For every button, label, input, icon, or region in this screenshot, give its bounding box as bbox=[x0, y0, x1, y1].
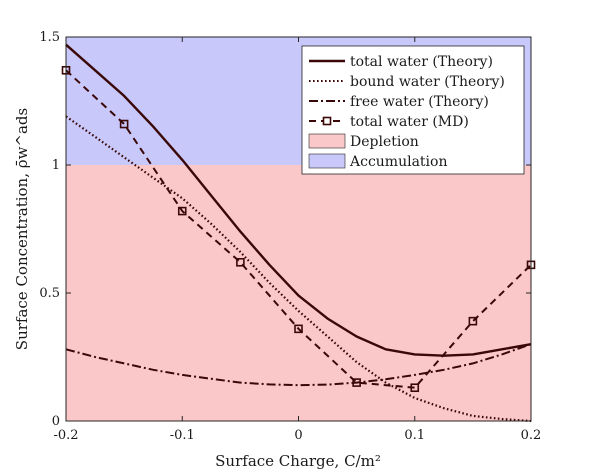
series-line-free-water-theory bbox=[65, 343, 532, 387]
y-axis-label: Surface Concentration, ρ̄w^ads bbox=[13, 108, 31, 350]
x-tick-label: 0 bbox=[294, 428, 302, 443]
legend-label: free water (Theory) bbox=[350, 94, 489, 110]
md-markers bbox=[61, 65, 536, 393]
legend-label: bound water (Theory) bbox=[350, 74, 505, 90]
md-marker-point bbox=[119, 119, 129, 129]
series-line-total-water-theory bbox=[65, 43, 532, 357]
legend-marker bbox=[322, 116, 332, 126]
legend-label: total water (MD) bbox=[350, 114, 469, 130]
legend-label: Depletion bbox=[350, 134, 419, 150]
legend-label: Accumulation bbox=[349, 154, 447, 170]
legend-box bbox=[301, 45, 525, 175]
region-depletion bbox=[66, 165, 531, 421]
legend-label: total water (Theory) bbox=[350, 54, 493, 70]
series-line-bound-water-theory bbox=[65, 115, 532, 423]
series-lines bbox=[65, 43, 532, 423]
series-line-total-water-md bbox=[65, 69, 532, 389]
md-marker-point bbox=[236, 257, 245, 267]
md-marker-point bbox=[177, 206, 187, 216]
y-tick-label: 0 bbox=[52, 414, 60, 429]
md-marker-point bbox=[410, 383, 420, 393]
x-axis-ticks: -0.2 -0.1 0 0.1 0.2 bbox=[53, 37, 541, 443]
legend-swatch-depletion bbox=[308, 133, 346, 149]
md-marker-point bbox=[468, 316, 478, 326]
x-tick-label: -0.1 bbox=[170, 428, 195, 443]
x-tick-label: 0.1 bbox=[404, 428, 425, 443]
x-tick-label: 0.2 bbox=[521, 428, 542, 443]
y-tick-label: 0.5 bbox=[39, 286, 60, 301]
y-axis-ticks: 0 0.5 1 1.5 bbox=[39, 30, 531, 429]
y-tick-label: 1 bbox=[52, 158, 60, 173]
x-tick-label: -0.2 bbox=[53, 428, 78, 443]
y-tick-label: 1.5 bbox=[39, 30, 60, 45]
md-marker-point bbox=[294, 324, 303, 334]
legend-swatch-accumulation bbox=[308, 153, 346, 169]
md-marker-point bbox=[352, 378, 361, 387]
legend: total water (Theory) bound water (Theory)… bbox=[301, 45, 525, 175]
x-axis-label: Surface Charge, C/m² bbox=[215, 452, 381, 470]
